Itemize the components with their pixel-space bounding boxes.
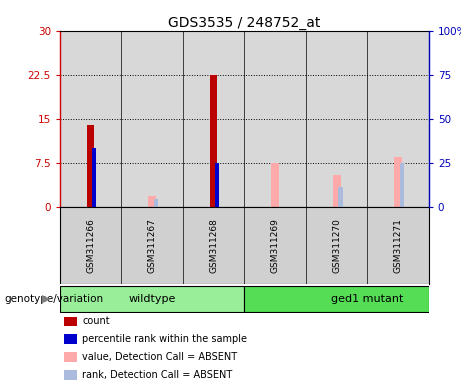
Bar	[92, 149, 96, 207]
Text: GSM311267: GSM311267	[148, 218, 157, 273]
Text: GSM311271: GSM311271	[394, 218, 402, 273]
Text: wildtype: wildtype	[129, 293, 176, 304]
Bar	[64, 352, 77, 362]
Bar	[148, 195, 156, 207]
Bar	[154, 199, 158, 207]
Title: GDS3535 / 248752_at: GDS3535 / 248752_at	[168, 16, 320, 30]
Text: rank, Detection Call = ABSENT: rank, Detection Call = ABSENT	[82, 370, 232, 380]
Bar	[210, 75, 217, 207]
Text: ged1 mutant: ged1 mutant	[331, 293, 403, 304]
Bar	[244, 286, 429, 311]
Bar	[60, 286, 244, 311]
Bar	[332, 175, 341, 207]
Bar	[394, 157, 402, 207]
Bar	[215, 163, 219, 207]
Text: value, Detection Call = ABSENT: value, Detection Call = ABSENT	[82, 352, 237, 362]
Text: ▶: ▶	[42, 293, 51, 304]
Text: genotype/variation: genotype/variation	[5, 293, 104, 304]
Text: count: count	[82, 316, 110, 326]
Bar	[400, 163, 404, 207]
Text: GSM311266: GSM311266	[86, 218, 95, 273]
Text: GSM311269: GSM311269	[271, 218, 279, 273]
Text: GSM311270: GSM311270	[332, 218, 341, 273]
Text: percentile rank within the sample: percentile rank within the sample	[82, 334, 247, 344]
Bar	[64, 370, 77, 380]
Bar	[64, 334, 77, 344]
Text: GSM311268: GSM311268	[209, 218, 218, 273]
Bar	[338, 187, 343, 207]
Bar	[87, 125, 95, 207]
Bar	[271, 163, 279, 207]
Bar	[64, 316, 77, 326]
